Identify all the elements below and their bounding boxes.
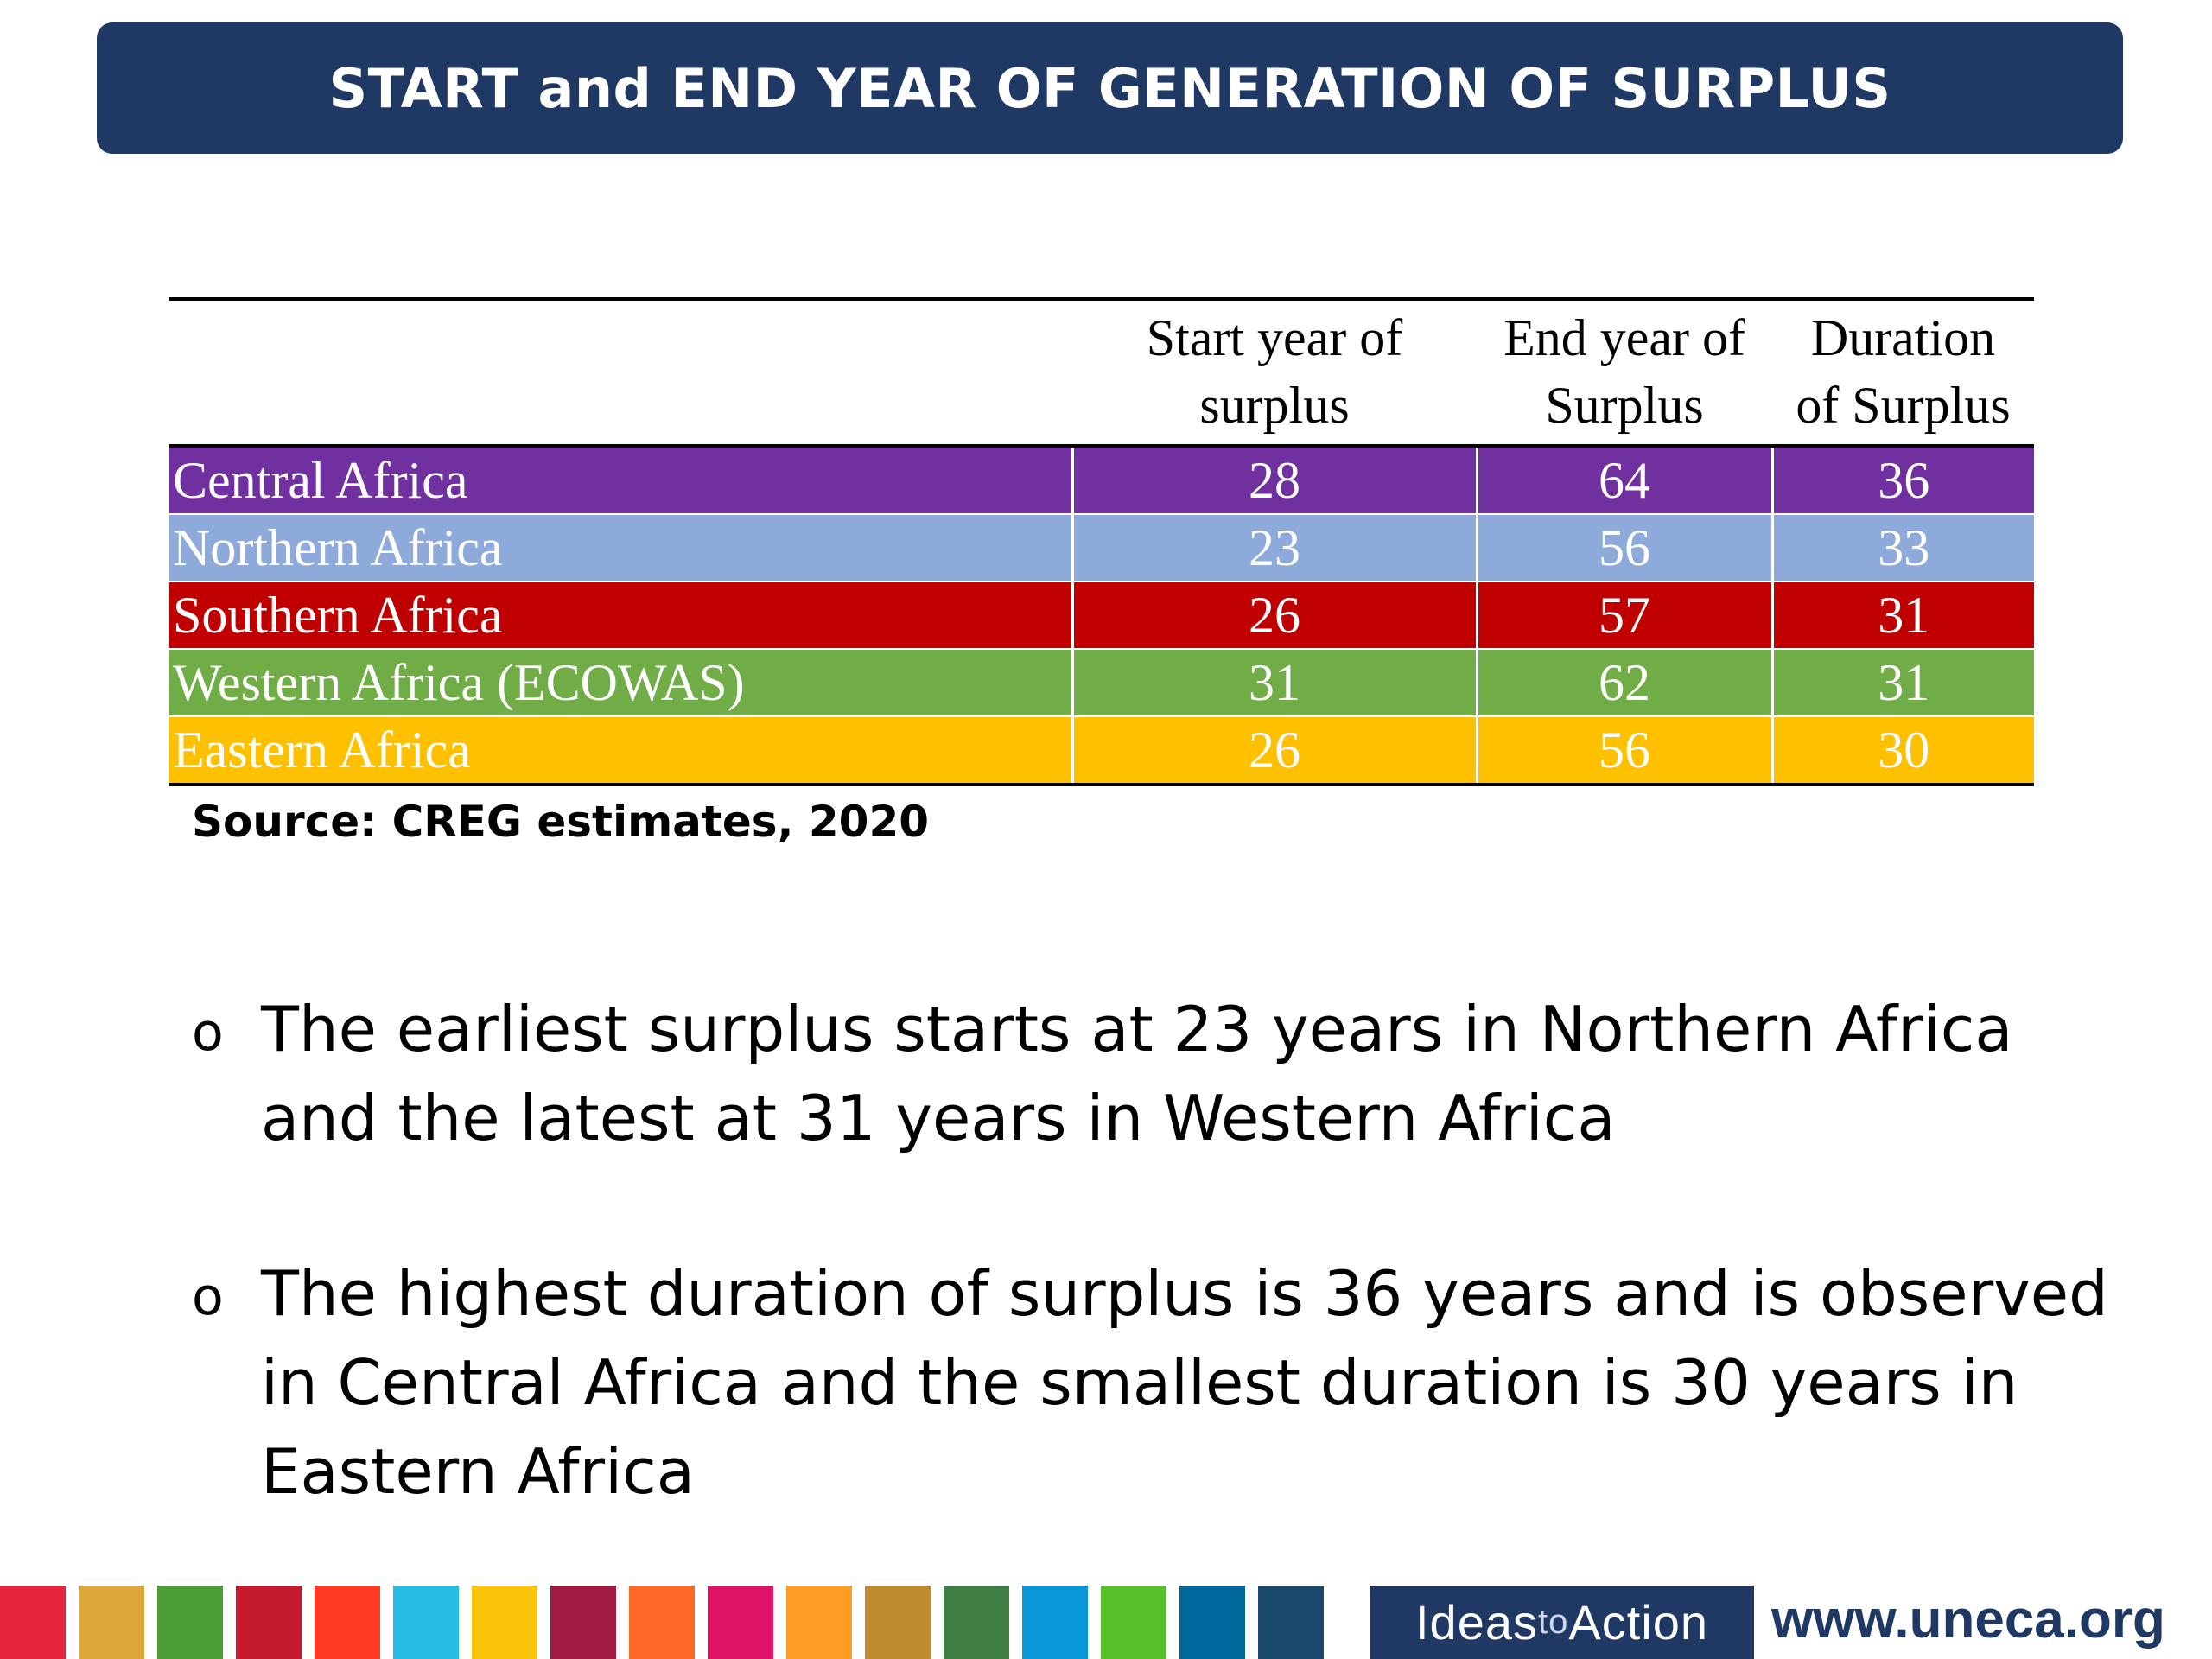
duration-cell: 30 [1772, 716, 2034, 785]
sdg-color-block [79, 1586, 144, 1659]
sdg-color-block [944, 1586, 1009, 1659]
list-item: o The earliest surplus starts at 23 year… [192, 985, 2127, 1163]
bullet-marker: o [192, 1267, 224, 1327]
header-duration: Duration of Surplus [1772, 299, 2034, 446]
table-row: Southern Africa 26 57 31 [169, 582, 2034, 649]
logo-word-ideas: Ideas [1415, 1595, 1538, 1649]
sdg-color-block [1258, 1586, 1324, 1659]
header-region [169, 299, 1072, 446]
duration-cell: 31 [1772, 582, 2034, 649]
sdg-color-block [157, 1586, 223, 1659]
end-year-cell: 56 [1477, 514, 1774, 582]
sdg-color-block [1022, 1586, 1088, 1659]
surplus-table-container: Start year of surplus End year of Surplu… [169, 297, 2034, 786]
bullet-list: o The earliest surplus starts at 23 year… [192, 985, 2127, 1603]
header-start-year: Start year of surplus [1072, 299, 1477, 446]
header-end-line1: End year of [1503, 309, 1745, 366]
duration-cell: 31 [1772, 649, 2034, 716]
region-cell: Eastern Africa [169, 716, 1074, 785]
end-year-cell: 62 [1477, 649, 1774, 716]
sdg-color-block [1101, 1586, 1166, 1659]
sdg-color-block [629, 1586, 695, 1659]
ideas-to-action-logo: Ideas to Action [1370, 1586, 1754, 1659]
sdg-color-strip [0, 1586, 1337, 1659]
start-year-cell: 31 [1072, 649, 1478, 716]
header-end-year: End year of Surplus [1477, 299, 1772, 446]
header-end-line2: Surplus [1545, 377, 1704, 434]
table-row: Western Africa (ECOWAS) 31 62 31 [169, 649, 2034, 716]
sdg-color-block [472, 1586, 537, 1659]
region-cell: Western Africa (ECOWAS) [169, 649, 1074, 716]
surplus-table: Start year of surplus End year of Surplu… [169, 297, 2034, 786]
footer: Ideas to Action www.uneca.org [0, 1586, 2212, 1659]
sdg-color-block [236, 1586, 302, 1659]
page-title: START and END YEAR OF GENERATION OF SURP… [328, 56, 1891, 120]
header-start-line1: Start year of [1146, 309, 1403, 366]
table-row: Eastern Africa 26 56 30 [169, 716, 2034, 785]
end-year-cell: 56 [1477, 716, 1774, 785]
sdg-color-block [1179, 1586, 1245, 1659]
header-duration-line2: of Surplus [1796, 377, 2011, 434]
sdg-color-block [315, 1586, 380, 1659]
table-row: Northern Africa 23 56 33 [169, 514, 2034, 582]
website-link[interactable]: www.uneca.org [1771, 1590, 2165, 1649]
start-year-cell: 23 [1072, 514, 1478, 582]
region-cell: Northern Africa [169, 514, 1074, 582]
list-item: o The highest duration of surplus is 36 … [192, 1249, 2127, 1516]
region-cell: Southern Africa [169, 582, 1074, 649]
sdg-color-block [865, 1586, 931, 1659]
title-banner: START and END YEAR OF GENERATION OF SURP… [97, 22, 2123, 154]
region-cell: Central Africa [169, 446, 1074, 514]
sdg-color-block [393, 1586, 459, 1659]
logo-word-action: Action [1568, 1595, 1708, 1649]
logo-word-to: to [1538, 1603, 1569, 1641]
sdg-color-block [708, 1586, 773, 1659]
table-row: Central Africa 28 64 36 [169, 446, 2034, 514]
bullet-text: The highest duration of surplus is 36 ye… [261, 1257, 2108, 1508]
bullet-marker: o [192, 1002, 224, 1063]
duration-cell: 33 [1772, 514, 2034, 582]
sdg-color-block [786, 1586, 852, 1659]
sdg-color-block [550, 1586, 616, 1659]
header-duration-line1: Duration [1810, 309, 1996, 366]
table-header-row: Start year of surplus End year of Surplu… [169, 299, 2034, 446]
header-start-line2: surplus [1199, 377, 1350, 434]
duration-cell: 36 [1772, 446, 2034, 514]
source-note: Source: CREG estimates, 2020 [192, 797, 930, 847]
bullet-text: The earliest surplus starts at 23 years … [261, 993, 2013, 1154]
start-year-cell: 26 [1072, 582, 1478, 649]
end-year-cell: 57 [1477, 582, 1774, 649]
start-year-cell: 26 [1072, 716, 1478, 785]
end-year-cell: 64 [1477, 446, 1774, 514]
start-year-cell: 28 [1072, 446, 1478, 514]
sdg-color-block [0, 1586, 66, 1659]
